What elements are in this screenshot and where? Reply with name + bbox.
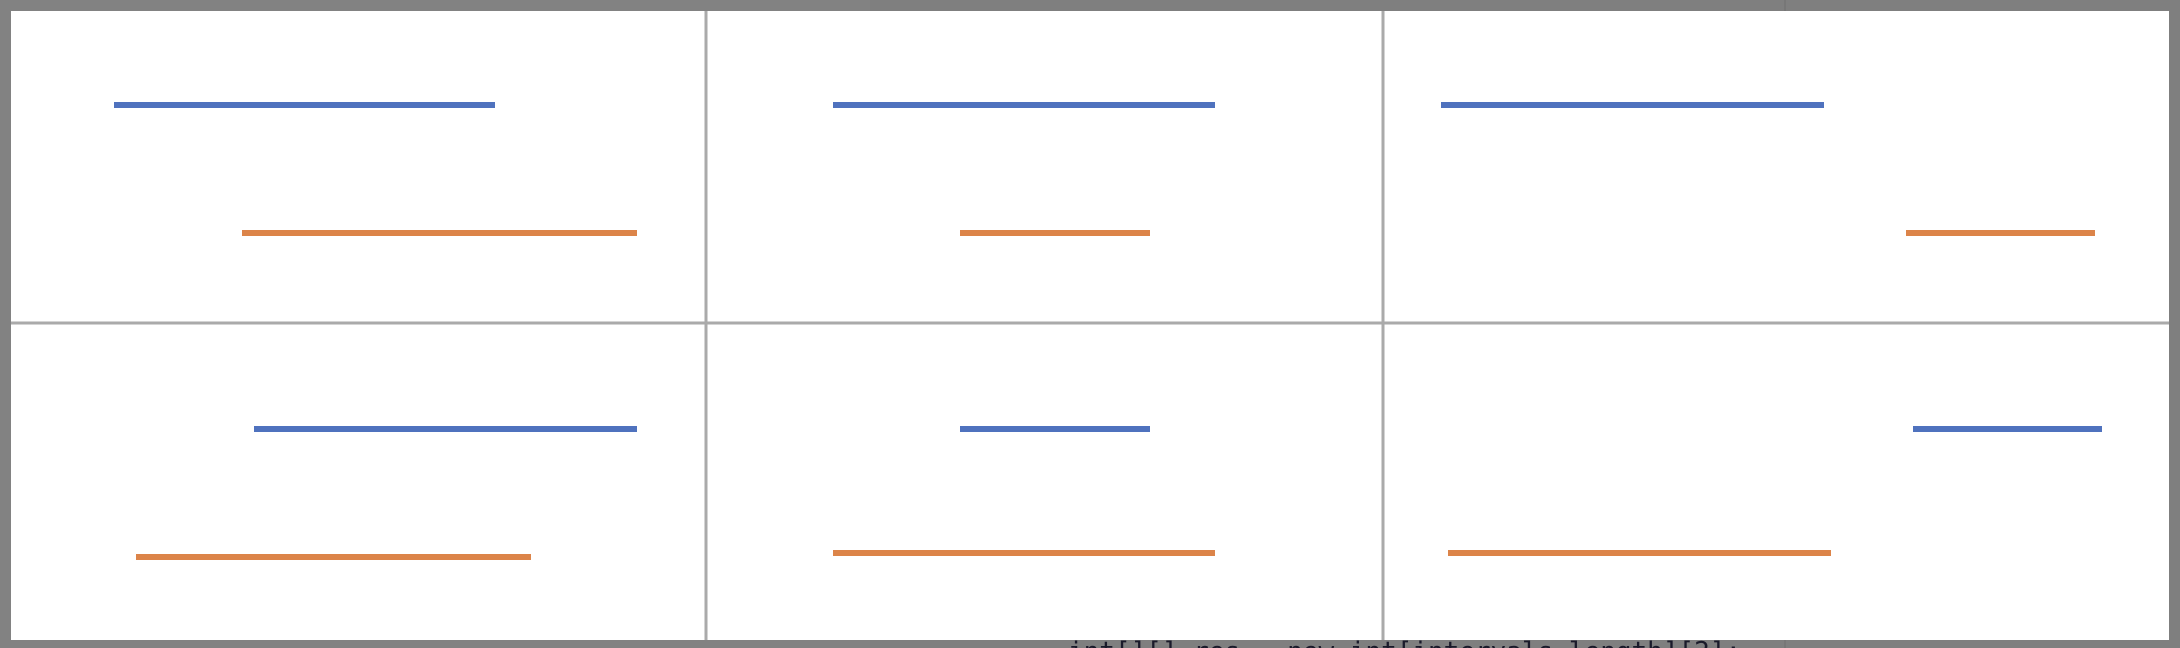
image-frame bbox=[11, 11, 2169, 640]
interval-segments bbox=[114, 102, 2102, 560]
lightbox-image[interactable] bbox=[11, 11, 2169, 640]
background-code: int[][] res = new int[intervals.length][… bbox=[1068, 637, 1741, 648]
